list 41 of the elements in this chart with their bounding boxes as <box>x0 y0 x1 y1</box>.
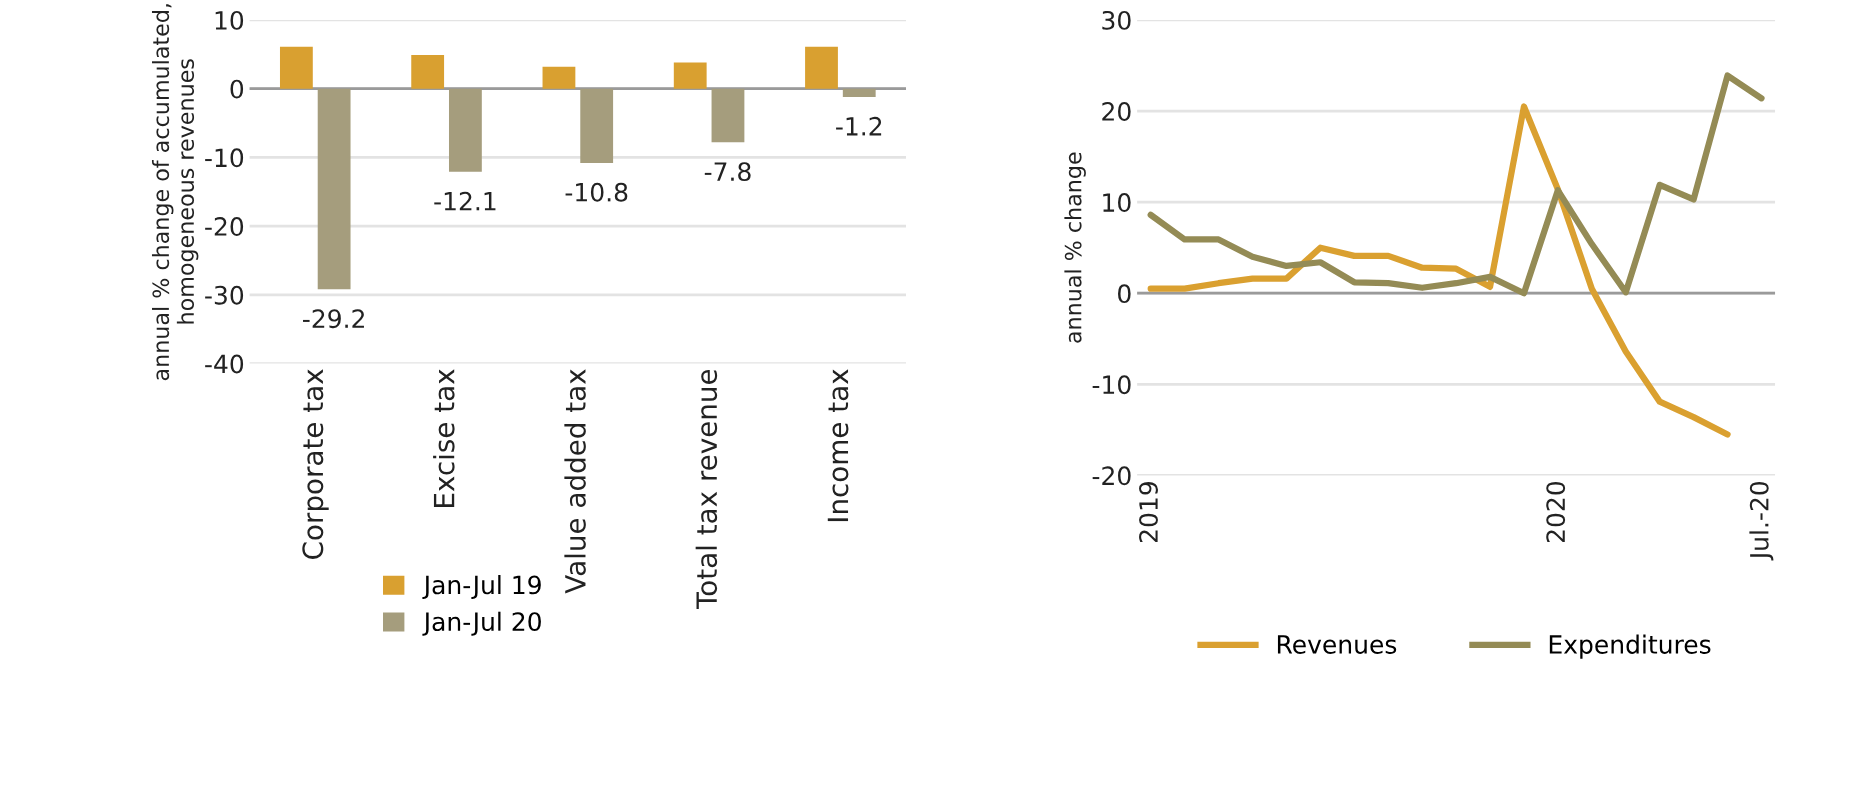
y-axis-title: annual % change <box>1064 152 1086 343</box>
x-tick-label: Jul.-20 <box>1749 481 1774 561</box>
data-label: -1.2 <box>836 116 882 136</box>
bar <box>279 46 313 89</box>
bar <box>842 88 876 97</box>
y-tick-label: -10 <box>205 148 244 168</box>
x-tick-label: Excise tax <box>433 369 455 507</box>
bar <box>673 62 707 89</box>
x-tick-label: Total tax revenue <box>695 369 718 610</box>
legend-label: Expenditures <box>1549 634 1711 659</box>
y-tick-label: 30 <box>1102 10 1131 30</box>
bar <box>448 88 482 172</box>
x-tick-label: Income tax <box>827 369 849 522</box>
y-tick-label: 20 <box>1102 102 1131 121</box>
data-label: -7.8 <box>704 162 751 182</box>
data-label: -10.8 <box>565 182 628 202</box>
legend-label: Jan-Jul 20 <box>422 611 541 636</box>
y-tick-label: -20 <box>205 217 244 236</box>
data-label: -29.2 <box>303 309 364 329</box>
bar <box>805 46 838 89</box>
y-axis-title: annual % change of accumulated, homogeneous revenues <box>151 4 199 381</box>
x-tick-label: 2020 <box>1546 481 1566 543</box>
bar <box>317 88 351 290</box>
bar <box>411 55 445 89</box>
data-label: -12.1 <box>434 191 496 211</box>
y-tick-label: -30 <box>205 285 244 305</box>
y-tick-label: -40 <box>205 354 244 374</box>
y-tick-label: 10 <box>1103 193 1131 212</box>
y-tick-label: 0 <box>1118 284 1131 304</box>
legend-label: Revenues <box>1277 635 1397 654</box>
y-tick-label: -20 <box>1092 466 1131 486</box>
bar <box>580 88 614 163</box>
legend-label: Jan-Jul 19 <box>422 575 541 600</box>
y-tick-label: -10 <box>1092 375 1131 395</box>
bar <box>542 66 576 89</box>
bar <box>711 88 745 143</box>
x-tick-label: Value added tax <box>564 369 586 594</box>
x-tick-label: Corporate tax <box>302 369 329 559</box>
y-tick-label: 0 <box>230 79 244 99</box>
x-tick-label: 2019 <box>1139 482 1158 543</box>
y-tick-label: 10 <box>215 10 244 30</box>
